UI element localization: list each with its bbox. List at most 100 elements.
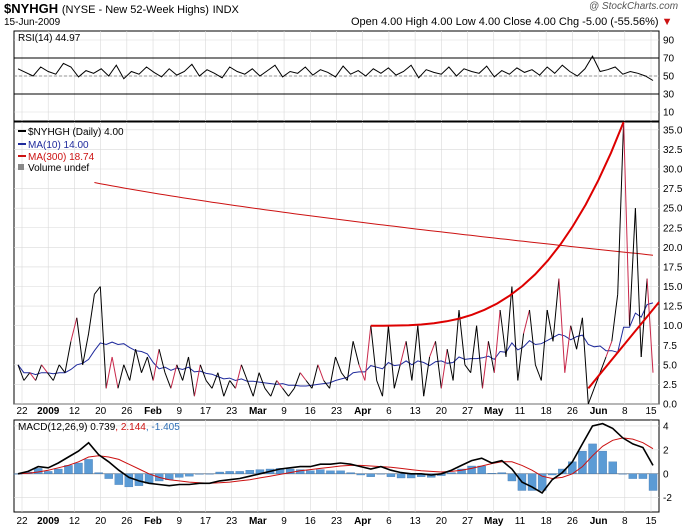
macd-histogram-bar bbox=[84, 459, 93, 474]
macd-ytick: -2 bbox=[663, 493, 672, 504]
macd-legend-prefix: MACD(12,26,9) bbox=[18, 422, 90, 433]
price-segment bbox=[52, 364, 60, 381]
price-segment bbox=[446, 349, 454, 381]
price-ytick: 2.5 bbox=[663, 380, 677, 391]
x-tick-macd: 17 bbox=[200, 516, 212, 527]
macd-histogram-bar bbox=[537, 473, 547, 491]
price-segment bbox=[264, 388, 272, 397]
price-ytick: 30.0 bbox=[663, 165, 683, 176]
macd-legend-value: 0.739 bbox=[90, 422, 115, 433]
price-segment bbox=[629, 208, 636, 326]
price-segment bbox=[246, 380, 254, 397]
price-segment bbox=[599, 356, 607, 373]
price-ytick: 32.5 bbox=[663, 145, 683, 156]
trendline-curve bbox=[370, 121, 625, 327]
x-tick-price: 6 bbox=[386, 406, 392, 417]
legend-price: $NYHGH (Daily) 4.00 bbox=[28, 127, 124, 138]
price-segment bbox=[376, 380, 383, 397]
x-tick-macd: 15 bbox=[645, 516, 657, 527]
macd-histogram-bar bbox=[225, 471, 234, 474]
rsi-panel: 90 70 50 30 10 RSI(14) 44.97 bbox=[13, 30, 675, 122]
x-tick-price: 22 bbox=[16, 406, 28, 417]
price-segment bbox=[111, 356, 119, 389]
price-segment bbox=[523, 309, 530, 334]
price-segment bbox=[617, 121, 625, 295]
x-tick-macd: 27 bbox=[462, 516, 474, 527]
x-tick-price: 11 bbox=[515, 406, 526, 417]
price-segment bbox=[252, 372, 260, 397]
price-segment bbox=[123, 364, 131, 381]
price-ytick: 5.0 bbox=[663, 360, 677, 371]
price-segment bbox=[482, 341, 489, 389]
price-segment bbox=[452, 309, 460, 381]
price-segment bbox=[305, 380, 313, 389]
macd-histogram-bar bbox=[366, 473, 375, 477]
price-segment bbox=[552, 278, 560, 342]
rsi-line bbox=[17, 55, 654, 81]
x-tick-macd: 6 bbox=[386, 516, 392, 527]
macd-histogram-bar bbox=[235, 471, 244, 474]
x-tick-macd: Apr bbox=[354, 516, 371, 527]
price-segment bbox=[64, 341, 72, 373]
price-segment bbox=[570, 325, 578, 350]
macd-histogram-bar bbox=[94, 472, 103, 474]
x-tick-price: 9 bbox=[281, 406, 287, 417]
price-segment bbox=[470, 325, 478, 373]
symbol-description: (NYSE - New 52-Week Highs) bbox=[61, 4, 209, 16]
price-segment bbox=[546, 309, 554, 342]
macd-histogram-bar bbox=[457, 468, 466, 474]
macd-histogram-bar bbox=[104, 473, 113, 479]
price-segment bbox=[217, 372, 225, 397]
x-tick-macd: 11 bbox=[515, 516, 526, 527]
price-segment bbox=[223, 380, 231, 397]
chart-date: 15-Jun-2009 bbox=[4, 17, 61, 28]
x-tick-price: 27 bbox=[462, 406, 474, 417]
x-tick-macd: 23 bbox=[226, 516, 238, 527]
price-segment bbox=[387, 325, 395, 389]
price-segment bbox=[358, 364, 366, 381]
macd-histogram-bar bbox=[54, 468, 63, 474]
macd-histogram-bar bbox=[628, 473, 638, 479]
macd-histogram-bar bbox=[618, 473, 627, 475]
price-segment bbox=[76, 317, 84, 365]
x-tick-price: 26 bbox=[567, 406, 579, 417]
x-tick-macd: 20 bbox=[436, 516, 448, 527]
price-segment bbox=[35, 364, 42, 381]
x-tick-price: 12 bbox=[69, 406, 81, 417]
x-tick-macd: 12 bbox=[69, 516, 81, 527]
price-ytick: 35.0 bbox=[663, 125, 683, 136]
price-segment bbox=[587, 388, 595, 405]
x-tick-macd: 22 bbox=[16, 516, 28, 527]
x-tick-price: 26 bbox=[121, 406, 133, 417]
price-segment bbox=[323, 380, 330, 389]
price-segment bbox=[141, 356, 148, 373]
macd-histogram-bar bbox=[215, 471, 224, 474]
x-tick-price: 23 bbox=[226, 406, 238, 417]
price-ytick: 12.5 bbox=[663, 302, 683, 313]
rsi-ytick: 50 bbox=[663, 72, 675, 83]
price-panel: 0.0 2.5 5.0 7.5 10.0 12.5 15.0 17.5 20.0 22.5 25.0… bbox=[13, 121, 683, 411]
price-segment bbox=[47, 372, 54, 381]
macd-histogram-bar bbox=[376, 473, 386, 475]
x-tick-macd: Feb bbox=[144, 516, 162, 527]
price-segment bbox=[417, 325, 425, 397]
price-segment bbox=[135, 349, 142, 373]
price-segment bbox=[423, 356, 431, 397]
price-segment bbox=[540, 309, 548, 381]
x-tick-price: 15 bbox=[645, 406, 657, 417]
price-segment bbox=[329, 356, 336, 389]
macd-histogram-bar bbox=[346, 472, 355, 474]
macd-histogram-bar bbox=[205, 473, 214, 475]
rsi-ytick: 70 bbox=[663, 54, 675, 65]
x-tick-macd: 23 bbox=[331, 516, 343, 527]
price-segment bbox=[499, 309, 507, 358]
macd-ytick: 0 bbox=[663, 469, 669, 480]
legend-ma10: MA(10) 14.00 bbox=[28, 140, 89, 151]
stockcharts-watermark: @ StockCharts.com bbox=[589, 1, 679, 12]
price-segment bbox=[258, 372, 266, 389]
trendline-support bbox=[587, 301, 660, 389]
macd-histogram-bar bbox=[306, 470, 315, 474]
x-tick-price: 9 bbox=[176, 406, 182, 417]
price-segment bbox=[117, 364, 125, 389]
